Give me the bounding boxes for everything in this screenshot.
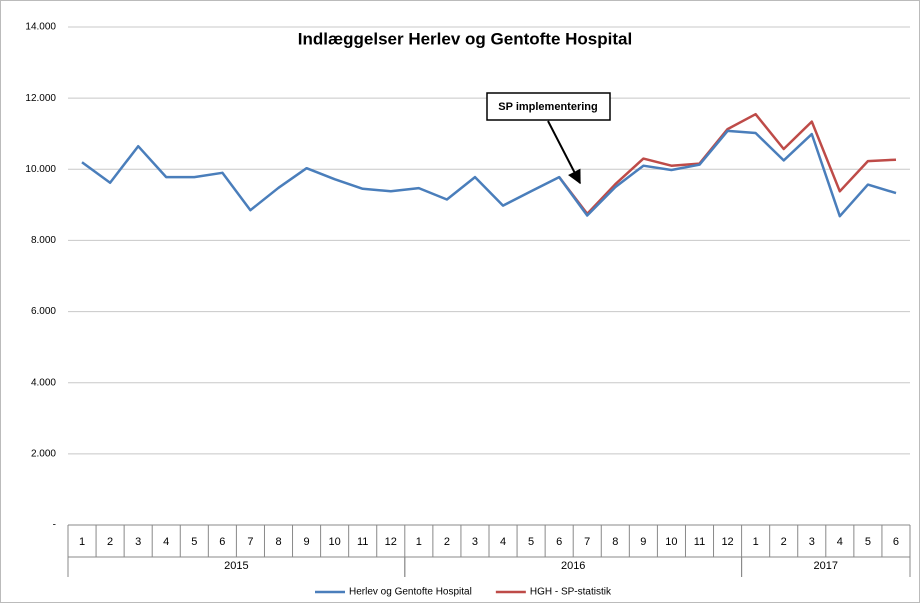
x-tick-label: 4 [837, 536, 843, 548]
x-tick-label: 7 [584, 536, 590, 548]
y-tick-label: 12.000 [25, 93, 56, 104]
legend-label: HGH - SP-statistik [530, 587, 612, 598]
x-tick-label: 1 [79, 536, 85, 548]
x-tick-label: 11 [694, 536, 705, 548]
x-tick-label: 3 [472, 536, 478, 548]
x-tick-label: 2 [107, 536, 113, 548]
series-line [558, 112, 897, 216]
x-tick-label: 3 [135, 536, 141, 548]
y-tick-label: 10.000 [25, 164, 56, 175]
x-tick-label: 1 [753, 536, 759, 548]
group-label: 2015 [224, 560, 248, 572]
x-tick-label: 4 [163, 536, 169, 548]
x-tick-label: 9 [640, 536, 646, 548]
x-tick-label: 4 [500, 536, 506, 548]
x-tick-label: 12 [385, 536, 397, 548]
x-tick-label: 6 [219, 536, 225, 548]
annotation-arrow [547, 120, 581, 185]
x-tick-label: 5 [191, 536, 197, 548]
y-tick-label: 2.000 [31, 448, 56, 459]
x-tick-label: 3 [809, 536, 815, 548]
annotation-box [486, 92, 611, 121]
x-tick-label: 10 [665, 536, 677, 548]
x-tick-label: 11 [357, 536, 368, 548]
x-tick-label: 10 [329, 536, 341, 548]
x-tick-label: 5 [865, 536, 871, 548]
x-tick-label: 6 [893, 536, 899, 548]
chart-title: Indlæggelser Herlev og Gentofte Hospital [298, 29, 632, 48]
y-tick-label: 8.000 [31, 235, 56, 246]
y-tick-label: 6.000 [31, 306, 56, 317]
series-line [81, 129, 897, 218]
x-tick-label: 9 [304, 536, 310, 548]
y-tick-label: 14.000 [25, 22, 56, 33]
x-tick-label: 2 [444, 536, 450, 548]
x-tick-label: 6 [556, 536, 562, 548]
x-tick-label: 2 [781, 536, 787, 548]
x-tick-label: 8 [275, 536, 281, 548]
x-tick-label: 7 [247, 536, 253, 548]
y-tick-label: 4.000 [31, 377, 56, 388]
legend-label: Herlev og Gentofte Hospital [349, 587, 472, 598]
x-tick-label: 8 [612, 536, 618, 548]
x-tick-label: 5 [528, 536, 534, 548]
y-tick-label: - [53, 520, 56, 531]
annotation: SP implementering [486, 92, 611, 185]
x-tick-label: 1 [416, 536, 422, 548]
annotation-text: SP implementering [498, 101, 597, 113]
group-label: 2017 [814, 560, 838, 572]
x-tick-label: 12 [721, 536, 733, 548]
group-label: 2016 [561, 560, 585, 572]
